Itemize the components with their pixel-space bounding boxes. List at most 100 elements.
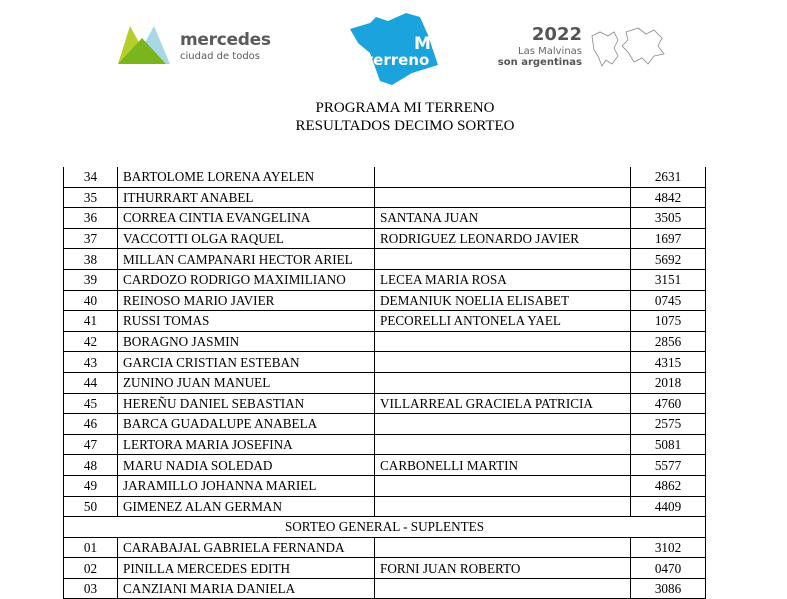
section-header: SORTEO GENERAL - SUPLENTES [63,516,706,538]
cotitular-name: RODRIGUEZ LEONARDO JAVIER [374,227,631,250]
table-row: 40 REINOSO MARIO JAVIER DEMANIUK NOELIA EL… [63,289,706,312]
cotitular-name: DEMANIUK NOELIA ELISABET [374,289,631,312]
table-row: 37 VACCOTTI OLGA RAQUEL RODRIGUEZ LEONARDO… [63,227,706,250]
cotitular-name: LECEA MARIA ROSA [374,268,631,291]
cotitular-name: PECORELLI ANTONELA YAEL [374,310,631,332]
row-number: 46 [63,413,118,435]
table-row: 42 BORAGNO JASMIN 2856 [63,330,706,353]
table-row: 41 RUSSI TOMAS PECORELLI ANTONELA YAEL 1075 [63,310,706,332]
cotitular-name [374,351,631,373]
row-number: 36 [63,207,118,229]
titular-name: ITHURRART ANABEL [117,186,375,209]
titular-name: ZUNINO JUAN MANUEL [117,371,375,394]
table-row: 35 ITHURRART ANABEL 4842 [63,186,706,209]
titular-name: CARDOZO RODRIGO MAXIMILIANO [117,268,375,291]
table-row: 02 PINILLA MERCEDES EDITH FORNI JUAN ROBER… [63,557,706,579]
mi-text: Mi [414,34,437,54]
titular-name: RUSSI TOMAS [117,310,375,332]
row-number: 34 [63,167,118,188]
lot-code: 5577 [630,454,706,476]
lot-code: 3102 [630,536,706,559]
results-table: 34 BARTOLOME LORENA AYELEN 2631 35 ITHURRART… [63,167,706,599]
lot-code: 4760 [630,392,706,415]
titular-name: CORREA CINTIA EVANGELINA [117,207,375,229]
lot-code: 2575 [630,413,706,435]
document-title: PROGRAMA MI TERRENO [315,100,495,116]
cotitular-name [374,474,631,497]
row-number: 47 [63,433,118,456]
lot-code: 4862 [630,474,706,497]
row-number: 35 [63,186,118,209]
row-number: 39 [63,268,118,291]
table-row: 50 GIMENEZ ALAN GERMAN 4409 [63,495,706,518]
lot-code: 0745 [630,289,706,312]
cotitular-name: CARBONELLI MARTIN [374,454,631,476]
table-row: 45 HEREÑU DANIEL SEBASTIAN VILLARREAL GRAC… [63,392,706,415]
row-number: 48 [63,454,118,476]
cotitular-name [374,371,631,394]
cotitular-name [374,433,631,456]
table-row: 34 BARTOLOME LORENA AYELEN 2631 [63,167,706,188]
lot-code: 1075 [630,310,706,332]
cotitular-name [374,248,631,270]
cotitular-name [374,495,631,518]
table-row: 44 ZUNINO JUAN MANUEL 2018 [63,371,706,394]
year-text: 2022 [531,24,582,45]
row-number: 03 [63,577,118,599]
titular-name: GARCIA CRISTIAN ESTEBAN [117,351,375,373]
row-number: 45 [63,392,118,415]
mercedes-tagline: ciudad de todos [180,51,261,62]
lot-code: 4842 [630,186,706,209]
cotitular-name [374,186,631,209]
malvinas-logo: 2022 Las Malvinas son argentinas [497,24,670,72]
cotitular-name [374,413,631,435]
lot-code: 2856 [630,330,706,353]
lot-code: 5081 [630,433,706,456]
section-row: SORTEO GENERAL - SUPLENTES [63,516,706,538]
document-subtitle: RESULTADOS DECIMO SORTEO [295,118,515,134]
lot-code: 2631 [630,167,706,188]
mercedes-wordmark: mercedes [180,30,271,50]
titular-name: MILLAN CAMPANARI HECTOR ARIEL [117,248,375,270]
table-row: 36 CORREA CINTIA EVANGELINA SANTANA JUAN 35… [63,207,706,229]
cotitular-name [374,167,631,188]
malvinas-islands-icon [591,27,665,67]
row-number: 02 [63,557,118,579]
table-row: 38 MILLAN CAMPANARI HECTOR ARIEL 5692 [63,248,706,270]
cotitular-name: SANTANA JUAN [374,207,631,229]
lot-code: 2018 [630,371,706,394]
cotitular-name [374,330,631,353]
row-number: 40 [63,289,118,312]
cotitular-name [374,536,631,559]
terreno-text: terreno [366,51,429,69]
malvinas-line2: son argentinas [497,57,582,68]
table-row: 39 CARDOZO RODRIGO MAXIMILIANO LECEA MARIA… [63,268,706,291]
titular-name: PINILLA MERCEDES EDITH [117,557,375,579]
row-number: 50 [63,495,118,518]
table-row: 46 BARCA GUADALUPE ANABELA 2575 [63,413,706,435]
lot-code: 3151 [630,268,706,291]
lot-code: 4409 [630,495,706,518]
mercedes-logo: mercedes ciudad de todos [118,24,278,66]
row-number: 42 [63,330,118,353]
titular-name: MARU NADIA SOLEDAD [117,454,375,476]
lot-code: 5692 [630,248,706,270]
row-number: 43 [63,351,118,373]
row-number: 01 [63,536,118,559]
cotitular-name: FORNI JUAN ROBERTO [374,557,631,579]
mi-terreno-logo: Mi terreno [348,13,440,85]
table-row: 43 GARCIA CRISTIAN ESTEBAN 4315 [63,351,706,373]
row-number: 38 [63,248,118,270]
malvinas-line1: Las Malvinas [518,46,582,57]
titular-name: REINOSO MARIO JAVIER [117,289,375,312]
row-number: 49 [63,474,118,497]
titular-name: JARAMILLO JOHANNA MARIEL [117,474,375,497]
table-row: 47 LERTORA MARIA JOSEFINA 5081 [63,433,706,456]
table-row: 01 CARABAJAL GABRIELA FERNANDA 3102 [63,536,706,559]
lot-code: 0470 [630,557,706,579]
titular-name: BARTOLOME LORENA AYELEN [117,167,375,188]
lot-code: 1697 [630,227,706,250]
titular-name: LERTORA MARIA JOSEFINA [117,433,375,456]
row-number: 41 [63,310,118,332]
titular-name: BARCA GUADALUPE ANABELA [117,413,375,435]
